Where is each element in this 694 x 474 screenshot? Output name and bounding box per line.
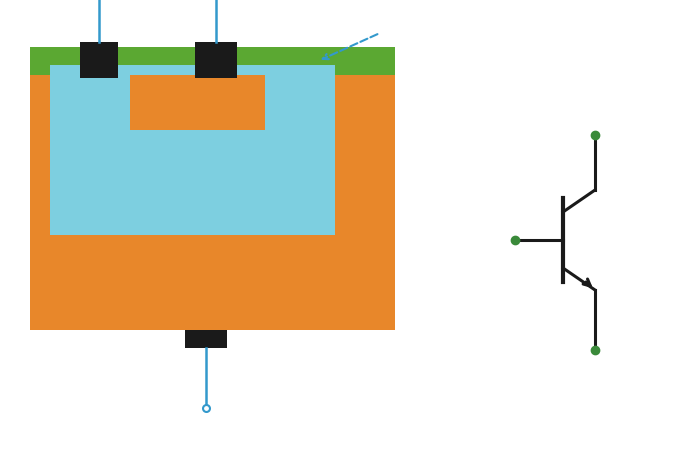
Bar — [30, 47, 395, 75]
Bar — [80, 42, 118, 78]
Bar — [195, 42, 237, 78]
Bar — [30, 75, 395, 330]
Bar — [50, 75, 335, 235]
Bar — [50, 65, 335, 150]
Bar — [130, 75, 265, 130]
Bar — [185, 330, 227, 348]
